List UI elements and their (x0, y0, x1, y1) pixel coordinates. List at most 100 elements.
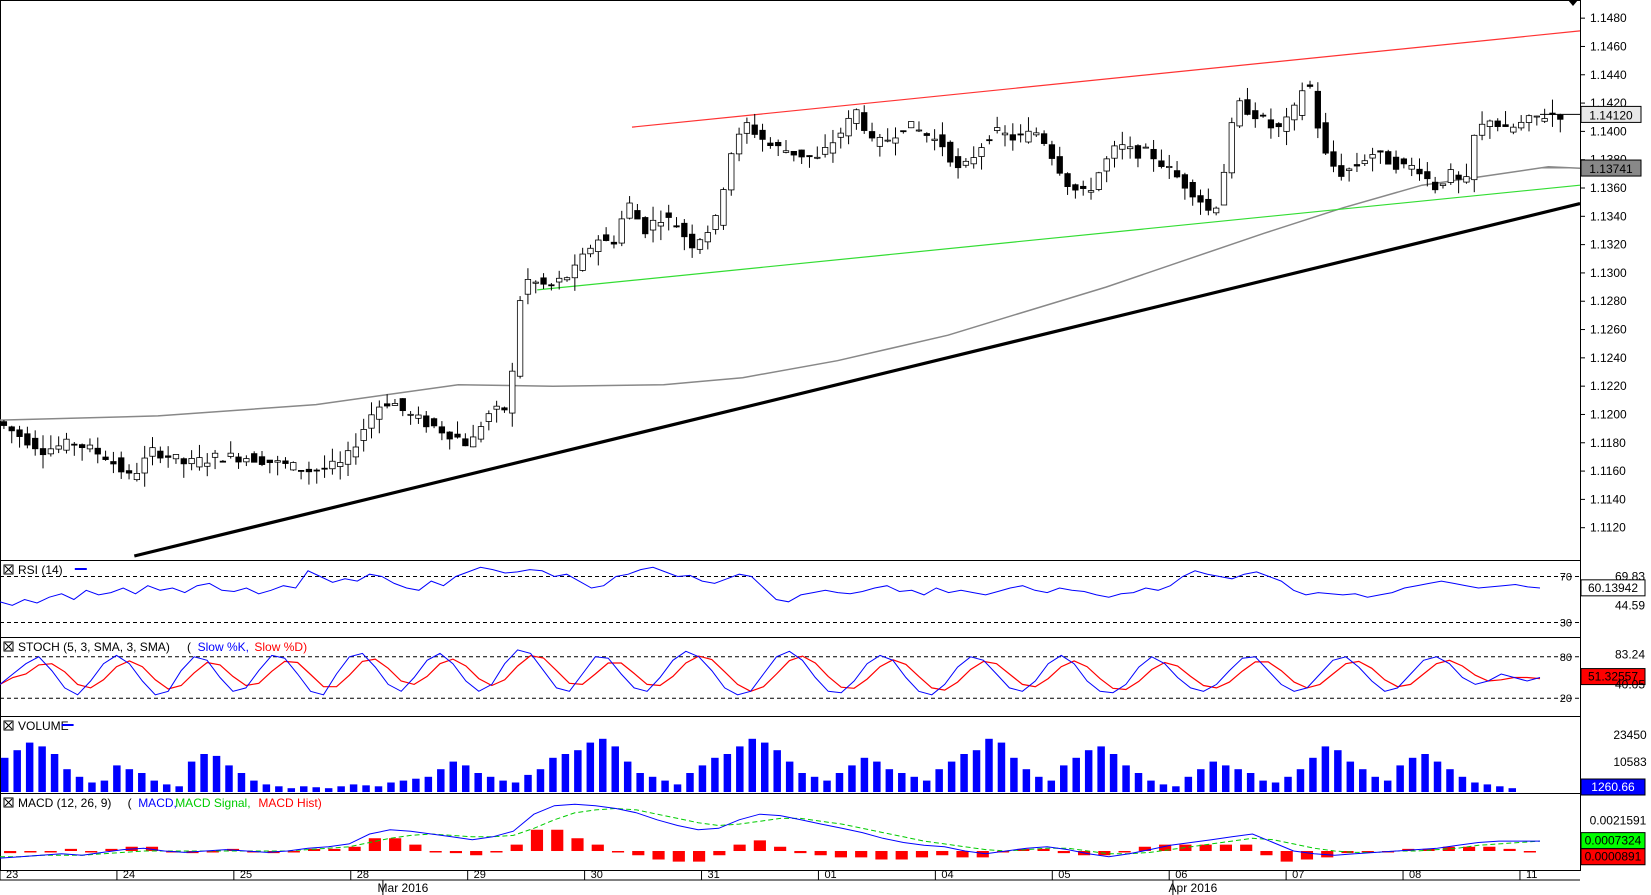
candle[interactable] (556, 270, 563, 290)
candle[interactable] (1134, 144, 1142, 168)
candle[interactable] (384, 394, 391, 409)
candle[interactable] (360, 418, 367, 452)
candle[interactable] (1126, 136, 1134, 159)
candle[interactable] (626, 196, 633, 220)
scroll-arrow-icon[interactable] (1568, 0, 1578, 6)
volume-panel[interactable]: VOLUME 23450 10583 1260.66 (1, 719, 1647, 796)
candle[interactable] (1072, 183, 1079, 199)
candle[interactable] (1314, 82, 1321, 139)
candle[interactable] (399, 398, 406, 417)
candle[interactable] (438, 421, 446, 441)
candle[interactable] (266, 459, 273, 474)
candle[interactable] (470, 424, 477, 448)
candle[interactable] (1009, 123, 1016, 151)
candle[interactable] (735, 127, 743, 162)
candle[interactable] (571, 254, 578, 291)
candle[interactable] (477, 421, 485, 443)
candle[interactable] (516, 296, 524, 379)
candle[interactable] (180, 457, 187, 478)
candle[interactable] (321, 455, 328, 478)
candle[interactable] (368, 402, 375, 439)
candle[interactable] (728, 152, 735, 196)
candle[interactable] (313, 468, 320, 484)
candle[interactable] (454, 421, 461, 439)
candle[interactable] (125, 464, 133, 480)
candle[interactable] (814, 146, 821, 160)
candle[interactable] (759, 123, 766, 152)
candle[interactable] (782, 140, 790, 154)
candle[interactable] (391, 399, 399, 406)
candle[interactable] (1518, 115, 1525, 131)
candle[interactable] (8, 425, 15, 444)
candle[interactable] (376, 400, 383, 434)
candle[interactable] (696, 237, 704, 254)
candle[interactable] (618, 210, 625, 247)
candle[interactable] (1306, 80, 1314, 89)
candle[interactable] (78, 443, 86, 461)
candle[interactable] (532, 280, 539, 294)
candle[interactable] (243, 455, 250, 467)
candle[interactable] (1299, 82, 1306, 121)
candle[interactable] (32, 430, 39, 456)
candle[interactable] (47, 435, 54, 457)
candle[interactable] (1369, 147, 1376, 172)
candle[interactable] (235, 453, 242, 469)
candle[interactable] (1447, 163, 1454, 185)
candle[interactable] (1486, 119, 1494, 139)
candle[interactable] (1385, 149, 1392, 165)
candle[interactable] (743, 117, 751, 144)
candle[interactable] (931, 129, 938, 151)
candle[interactable] (1095, 171, 1102, 192)
candle[interactable] (1291, 102, 1298, 131)
candle[interactable] (751, 113, 758, 139)
candle[interactable] (954, 148, 962, 179)
candle[interactable] (71, 441, 78, 456)
candle[interactable] (1549, 99, 1556, 127)
candle[interactable] (274, 455, 281, 476)
candle[interactable] (1283, 107, 1290, 146)
candle[interactable] (141, 445, 148, 487)
candle[interactable] (1166, 154, 1173, 179)
candle[interactable] (579, 247, 586, 272)
candle[interactable] (1400, 157, 1408, 169)
macd-panel[interactable]: MACD (12, 26, 9) (MACD,MACD Signal, MACD H… (0, 796, 1647, 866)
candle[interactable] (892, 127, 899, 156)
candle[interactable] (1408, 157, 1415, 177)
candle[interactable] (407, 411, 414, 425)
candle[interactable] (0, 420, 8, 429)
candle[interactable] (39, 435, 47, 469)
candle[interactable] (24, 426, 31, 449)
candle[interactable] (1494, 118, 1501, 132)
candle[interactable] (55, 436, 62, 454)
candle[interactable] (673, 217, 680, 228)
candle[interactable] (939, 122, 946, 157)
candle[interactable] (1173, 161, 1181, 179)
candle[interactable] (415, 406, 422, 424)
candle[interactable] (110, 451, 117, 474)
candle[interactable] (94, 437, 101, 464)
candle[interactable] (1236, 97, 1243, 128)
candle[interactable] (876, 133, 883, 157)
candle[interactable] (1267, 108, 1275, 139)
candle[interactable] (1330, 140, 1337, 173)
candle[interactable] (689, 224, 696, 258)
candle[interactable] (712, 214, 719, 235)
candle[interactable] (227, 441, 234, 459)
candle[interactable] (767, 137, 774, 149)
candle[interactable] (204, 453, 211, 477)
candle[interactable] (1557, 113, 1564, 133)
candle[interactable] (649, 206, 657, 243)
price-panel[interactable]: 1.14801.14601.14401.14201.14001.13801.13… (0, 0, 1642, 558)
candle[interactable] (1103, 156, 1110, 183)
candle[interactable] (524, 268, 532, 305)
candle[interactable] (1252, 102, 1259, 128)
candle[interactable] (610, 235, 618, 249)
candle[interactable] (133, 462, 141, 482)
candle[interactable] (251, 451, 258, 463)
candle[interactable] (352, 433, 359, 465)
candle[interactable] (1338, 153, 1345, 181)
candle[interactable] (1111, 140, 1118, 168)
candle[interactable] (587, 244, 594, 258)
candle[interactable] (196, 444, 203, 471)
candle[interactable] (1478, 111, 1486, 141)
